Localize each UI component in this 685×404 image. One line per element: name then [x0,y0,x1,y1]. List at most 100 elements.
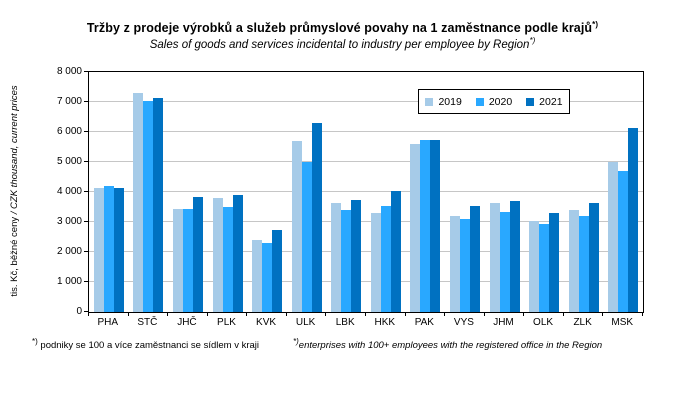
x-tick-label-pak: PAK [414,317,434,328]
bar-plk-2021 [232,195,243,312]
bar-zlk-2019 [568,210,579,312]
bar-jhm-2021 [509,201,520,312]
bar-pak-2019 [410,144,421,312]
x-tick-label-stč: STČ [137,317,158,328]
x-tick-label-jhč: JHČ [177,317,197,328]
bar-vys-2021 [469,205,480,312]
y-axis-title-english: / CZK thousand, current prices [9,85,20,215]
x-tick-mark-8 [404,312,406,316]
legend-swatch-2020 [475,97,484,106]
x-tick-mark-13 [602,312,604,316]
legend-swatch-2021 [526,97,535,106]
y-tick-mark-8000 [84,71,88,72]
bar-jhm-2019 [489,202,500,312]
gridline-1000 [89,281,643,282]
bar-pha-2020 [103,186,114,312]
bar-stč-2019 [133,93,144,312]
x-tick-label-olk: OLK [533,317,554,328]
chart-title: Tržby z prodeje výrobků a služeb průmysl… [0,19,685,35]
bar-pak-2021 [430,139,441,312]
y-axis-title-czech: tis. Kč, běžné ceny [9,216,20,297]
bar-vys-2020 [459,219,470,312]
y-tick-mark-7000 [84,101,88,102]
bar-lbk-2019 [331,202,342,312]
y-tick-label-8000: 8 000 [56,66,82,77]
bar-pak-2020 [420,139,431,312]
x-tick-mark-10 [483,312,485,316]
legend-item-2019: 2019 [425,96,462,108]
gridline-6000 [89,131,643,132]
bar-lbk-2020 [341,210,352,312]
footnote-czech: *) podniky se 100 a více zaměstnanci se … [32,337,260,351]
x-tick-mark-7 [365,312,366,316]
gridline-3000 [89,221,643,222]
bar-olk-2019 [529,220,540,312]
legend: 2019 2020 2021 [418,89,570,114]
bar-ulk-2020 [301,162,312,312]
bar-pha-2021 [113,187,124,312]
footnote-czech-text: podniky se 100 a více zaměstnanci se síd… [40,340,260,351]
bar-olk-2021 [549,213,560,312]
bar-plk-2019 [212,198,223,312]
bar-zlk-2020 [578,216,589,312]
chart-title-text: Tržby z prodeje výrobků a služeb průmysl… [86,21,593,35]
bar-olk-2020 [539,223,550,312]
x-tick-mark-0 [88,312,89,316]
bar-vys-2019 [449,216,460,312]
y-tick-mark-4000 [84,191,88,192]
x-tick-label-zlk: ZLK [573,317,592,328]
footnote-english-text: enterprises with 100+ employees with the… [298,340,603,351]
x-tick-label-vys: VYS [453,317,474,328]
gridline-7000 [89,101,643,102]
x-tick-label-ulk: ULK [295,317,316,328]
bar-jhč-2019 [172,208,183,312]
bar-hkk-2019 [370,213,381,312]
bar-hkk-2021 [390,190,401,312]
legend-label-2020: 2020 [488,95,513,108]
x-tick-label-plk: PLK [217,317,236,328]
gridline-4000 [89,191,643,192]
x-tick-label-pha: PHA [97,317,119,328]
chart-title-footnote-marker: *) [592,19,599,29]
x-tick-label-hkk: HKK [374,317,396,328]
legend-item-2020: 2020 [475,95,513,108]
gridline-5000 [89,161,643,162]
bar-zlk-2021 [588,202,599,312]
y-tick-label-7000: 7 000 [56,96,82,107]
bar-kvk-2020 [262,243,273,312]
y-tick-mark-3000 [84,221,88,222]
footnote-english-marker: *) [293,336,299,346]
x-tick-mark-3 [206,312,208,316]
chart-subtitle-footnote-marker: *) [529,36,536,46]
y-tick-label-6000: 6 000 [56,126,82,137]
x-tick-label-lbk: LBK [335,317,355,328]
bar-plk-2020 [222,207,233,312]
bar-kvk-2019 [252,240,263,312]
y-tick-mark-0 [84,311,88,312]
bar-hkk-2020 [380,205,391,312]
bar-jhč-2020 [182,208,193,312]
y-tick-mark-1000 [84,281,88,282]
y-tick-label-0: 0 [76,306,82,317]
bar-pha-2019 [93,187,104,312]
legend-item-2021: 2021 [526,95,563,108]
legend-label-2021: 2021 [539,95,563,108]
y-axis-title: tis. Kč, běžné ceny / CZK thousand, curr… [9,71,23,311]
x-tick-mark-11 [523,312,525,316]
bar-stč-2021 [153,97,164,312]
y-tick-mark-2000 [84,251,88,252]
y-tick-label-5000: 5 000 [56,156,82,167]
gridline-2000 [89,251,643,252]
bar-jhč-2021 [192,196,203,312]
bar-lbk-2021 [351,199,362,312]
chart-subtitle: Sales of goods and services incidental t… [0,36,685,51]
y-tick-mark-6000 [84,131,88,132]
legend-swatch-2019 [425,97,434,106]
bar-msk-2019 [608,162,619,312]
bar-stč-2020 [143,100,154,312]
y-tick-label-4000: 4 000 [56,186,82,197]
x-tick-mark-1 [127,312,129,316]
y-tick-label-2000: 2 000 [56,246,82,257]
x-tick-label-kvk: KVK [256,317,277,328]
